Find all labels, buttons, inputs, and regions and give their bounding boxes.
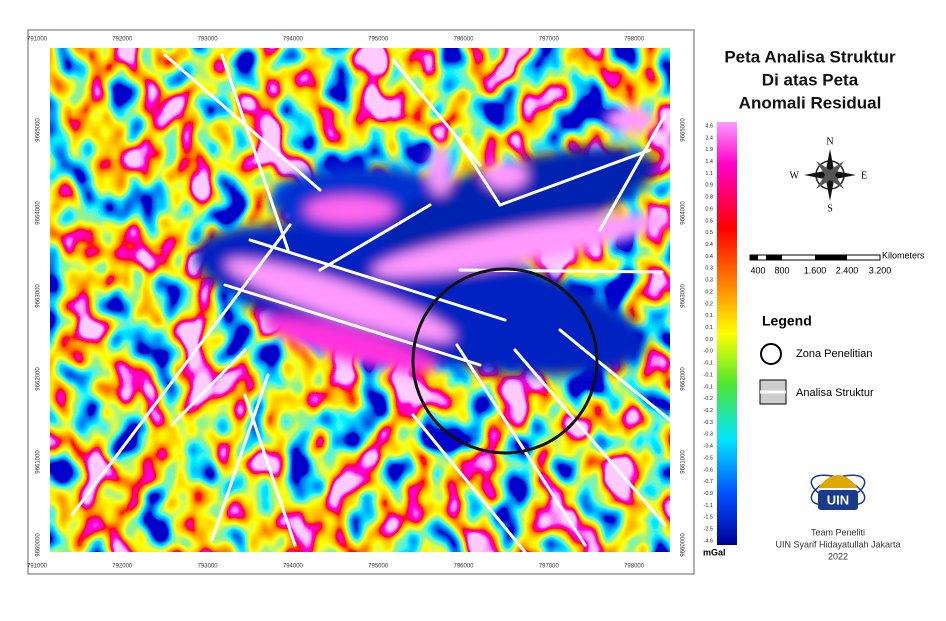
- compass-n: N: [826, 136, 833, 147]
- legend-item: Zona Penelitian: [796, 348, 872, 360]
- scale-label: 800: [774, 265, 789, 275]
- colorbar-label: -0.1: [704, 384, 713, 390]
- compass-w: W: [790, 170, 800, 181]
- colorbar-label: -0.7: [704, 479, 713, 485]
- x-coordinate-label: 791000: [27, 564, 48, 570]
- logo-text: UIN: [827, 492, 849, 507]
- x-coordinate-label: 795000: [368, 37, 389, 43]
- scale-label: 3.200: [869, 265, 892, 275]
- colorbar-label: -1.1: [704, 503, 713, 509]
- x-coordinate-label: 796000: [453, 37, 474, 43]
- y-coordinate-label: 9665000: [681, 118, 687, 142]
- legend-title: Legend: [762, 313, 812, 329]
- colorbar-label: 0.9: [705, 183, 713, 189]
- y-coordinate-label: 9663000: [681, 284, 687, 308]
- colorbar-label: -0.1: [704, 372, 713, 378]
- colorbar-label: -0.2: [704, 408, 713, 414]
- colorbar-label: 0.0: [705, 337, 713, 343]
- scale-label: 1.600: [804, 265, 827, 275]
- y-coordinate-label: 9664000: [681, 201, 687, 225]
- colorbar-label: -4.6: [704, 538, 713, 544]
- colorbar-label: 1.1: [705, 171, 713, 177]
- title-line: Peta Analisa Struktur: [724, 47, 896, 66]
- x-coordinate-label: 793000: [198, 37, 219, 43]
- footer-line: UIN Syarif Hidayatullah Jakarta: [775, 539, 900, 549]
- colorbar: [717, 122, 737, 545]
- anomaly-map: [50, 48, 671, 552]
- colorbar-label: -0.5: [704, 455, 713, 461]
- y-coordinate-label: 9664000: [36, 201, 42, 225]
- x-coordinate-label: 791000: [27, 37, 48, 43]
- scale-label: 400: [750, 265, 765, 275]
- colorbar-label: 0.1: [705, 313, 713, 319]
- colorbar-unit: mGal: [703, 547, 726, 557]
- colorbar-label: -0.0: [704, 349, 713, 355]
- colorbar-label: 4.6: [705, 123, 713, 129]
- x-coordinate-label: 794000: [283, 564, 304, 570]
- colorbar-label: 0.2: [705, 289, 713, 295]
- map-layout: 791000 791000 792000 792000 793000 793000 7940…: [0, 0, 946, 616]
- x-coordinate-label: 794000: [283, 37, 304, 43]
- y-coordinate-label: 9660000: [36, 533, 42, 557]
- colorbar-label: 0.3: [705, 266, 713, 272]
- x-coordinate-label: 795000: [368, 564, 389, 570]
- scale-label: 2.400: [836, 265, 859, 275]
- y-coordinate-label: 9663000: [36, 284, 42, 308]
- colorbar-label: 0.8: [705, 195, 713, 201]
- colorbar-label: -2.5: [704, 527, 713, 533]
- title-line: Anomali Residual: [739, 93, 882, 112]
- y-coordinate-label: 9661000: [681, 450, 687, 474]
- colorbar-label: -0.9: [704, 491, 713, 497]
- compass-e: E: [861, 170, 867, 181]
- colorbar-label: 0.5: [705, 218, 713, 224]
- page: { "title_lines": ["Peta Analisa Struktur…: [0, 0, 946, 616]
- colorbar-label: -0.3: [704, 432, 713, 438]
- y-coordinate-label: 9662000: [36, 367, 42, 391]
- y-coordinate-label: 9662000: [681, 367, 687, 391]
- colorbar-label: -0.6: [704, 467, 713, 473]
- colorbar-label: -0.2: [704, 396, 713, 402]
- colorbar-label: -0.4: [704, 444, 713, 450]
- legend-circle: [761, 344, 781, 364]
- colorbar-label: 0.5: [705, 230, 713, 236]
- legend-item: Analisa Struktur: [796, 387, 874, 399]
- compass-s: S: [827, 203, 833, 214]
- x-coordinate-label: 797000: [539, 37, 560, 43]
- colorbar-label: -0.3: [704, 420, 713, 426]
- colorbar-label: 0.2: [705, 301, 713, 307]
- colorbar-label: 0.4: [705, 254, 713, 260]
- y-coordinate-label: 9660000: [681, 533, 687, 557]
- x-coordinate-label: 796000: [453, 564, 474, 570]
- colorbar-label: -1.5: [704, 515, 713, 521]
- y-coordinate-label: 9661000: [36, 450, 42, 474]
- x-coordinate-label: 792000: [112, 37, 133, 43]
- colorbar-label: 2.4: [705, 135, 713, 141]
- colorbar-label: 1.4: [705, 159, 713, 165]
- scale-unit: Kilometers: [882, 250, 925, 260]
- footer-line: 2022: [828, 551, 848, 561]
- x-coordinate-label: 797000: [539, 564, 560, 570]
- colorbar-label: 1.9: [705, 147, 713, 153]
- colorbar-label: 0.4: [705, 242, 713, 248]
- colorbar-label: 0.3: [705, 278, 713, 284]
- x-coordinate-label: 793000: [198, 564, 219, 570]
- title-line: Di atas Peta: [762, 70, 859, 89]
- colorbar-label: 0.1: [705, 325, 713, 331]
- x-coordinate-label: 798000: [624, 37, 645, 43]
- x-coordinate-label: 798000: [624, 564, 645, 570]
- footer-line: Team Peneliti: [811, 527, 865, 537]
- colorbar-label: -0.1: [704, 361, 713, 367]
- x-coordinate-label: 792000: [112, 564, 133, 570]
- colorbar-label: 0.6: [705, 206, 713, 212]
- y-coordinate-label: 9665000: [36, 118, 42, 142]
